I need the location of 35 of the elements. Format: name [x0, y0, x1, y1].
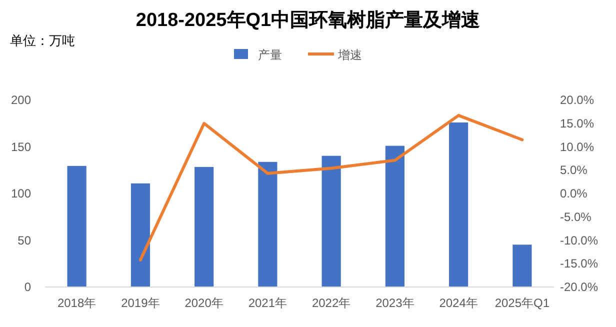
x-tick-label: 2021年: [248, 296, 288, 310]
text: 单位：万吨: [10, 33, 75, 48]
y2-tick-label: 20.0%: [560, 93, 594, 107]
x-tick-label: 2023年: [376, 296, 414, 310]
y-tick-label: 50: [18, 233, 32, 248]
bar: [258, 162, 278, 287]
x-tick-label: 2025年Q1: [494, 296, 550, 310]
y-tick-label: 200: [10, 93, 32, 107]
y2-tick-label: -15.0%: [560, 256, 598, 271]
y2-tick-label: 0.0%: [560, 186, 588, 200]
x-tick-label: 2022年: [312, 296, 351, 310]
y2-tick-label: -5.0%: [560, 210, 592, 224]
legend-label: 增速: [337, 48, 362, 62]
y-tick-label: 0: [24, 280, 32, 294]
bar: [322, 156, 341, 287]
y2-tick-label: -20.0%: [560, 280, 598, 294]
y2-tick-label: 15.0%: [560, 116, 594, 130]
x-tick-label: 2019年: [121, 296, 160, 310]
legend-label: 产量: [258, 48, 282, 62]
x-tick-label: 2020年: [184, 296, 224, 310]
chart-title: 2018-2025年Q1中国环氧树脂产量及增速: [136, 9, 480, 31]
line-series: [138, 114, 524, 262]
y2-tick-label: 5.0%: [560, 163, 588, 178]
y2-tick-label: 10.0%: [560, 140, 594, 154]
x-tick-label: 2018年: [57, 296, 96, 310]
bar: [385, 146, 404, 287]
bar: [449, 122, 468, 287]
bar: [67, 166, 86, 287]
y-tick-label: 150: [10, 140, 32, 154]
y2-tick-label: -10.0%: [560, 233, 598, 248]
x-tick-label: 2024年: [439, 296, 478, 310]
bar: [130, 183, 150, 287]
y-tick-label: 100: [10, 186, 32, 200]
bar: [194, 166, 214, 287]
bar: [512, 244, 532, 287]
